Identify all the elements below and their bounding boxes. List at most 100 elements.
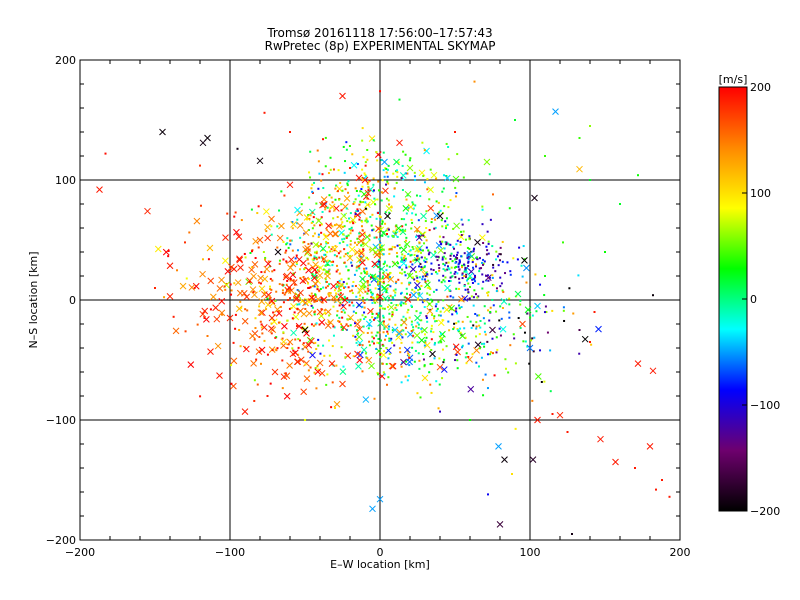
- data-point-dot: [487, 291, 490, 294]
- data-point-dot: [230, 289, 233, 292]
- data-point-dot: [590, 343, 593, 346]
- y-tick-label: 100: [55, 174, 76, 187]
- data-point-dot: [419, 263, 422, 266]
- data-point-dot: [562, 309, 565, 312]
- data-point-dot: [104, 152, 107, 155]
- data-point-dot: [410, 330, 413, 333]
- data-point-dot: [420, 327, 423, 330]
- data-point-cross: [576, 165, 583, 173]
- data-point-dot: [352, 304, 355, 307]
- data-point-dot: [367, 181, 370, 184]
- data-point-dot: [468, 247, 471, 250]
- data-point-dot: [425, 210, 428, 213]
- data-point-dot: [380, 244, 383, 247]
- data-point-dot: [391, 313, 394, 316]
- data-point-dot: [269, 277, 272, 280]
- data-point-dot: [333, 254, 336, 257]
- data-point-dot: [339, 289, 342, 292]
- data-point-dot: [365, 175, 368, 178]
- data-point-dot: [424, 339, 427, 342]
- data-point-cross: [410, 291, 417, 299]
- data-point-dot: [435, 288, 438, 291]
- data-point-dot: [324, 165, 327, 168]
- data-point-dot: [352, 222, 355, 225]
- data-point-dot: [257, 246, 260, 249]
- data-point-dot: [340, 203, 343, 206]
- data-point-dot: [486, 249, 489, 252]
- data-point-dot: [445, 217, 448, 220]
- data-point-dot: [386, 180, 389, 183]
- data-point-dot: [230, 364, 233, 367]
- data-point-dot: [351, 229, 354, 232]
- data-point-dot: [362, 156, 365, 159]
- data-point-dot: [390, 206, 393, 209]
- data-point-dot: [291, 221, 294, 224]
- data-point-dot: [308, 196, 311, 199]
- data-point-dot: [400, 218, 403, 221]
- data-point-dot: [419, 312, 422, 315]
- data-point-dot: [405, 198, 408, 201]
- data-point-dot: [283, 293, 286, 296]
- data-point-dot: [409, 157, 412, 160]
- data-point-dot: [392, 298, 395, 301]
- data-point-dot: [668, 495, 671, 498]
- data-point-dot: [481, 208, 484, 211]
- data-point-dot: [267, 260, 270, 263]
- data-point-dot: [512, 257, 515, 260]
- data-point-dot: [327, 321, 330, 324]
- data-point-dot: [469, 285, 472, 288]
- data-point-cross: [375, 225, 382, 233]
- data-point-dot: [400, 256, 403, 259]
- data-point-dot: [331, 201, 334, 204]
- data-point-dot: [415, 310, 418, 313]
- data-point-dot: [315, 347, 318, 350]
- data-point-dot: [362, 238, 365, 241]
- data-point-dot: [221, 313, 224, 316]
- data-point-dot: [499, 246, 502, 249]
- data-point-dot: [463, 263, 466, 266]
- data-point-dot: [298, 339, 301, 342]
- data-point-cross: [308, 294, 316, 302]
- data-point-dot: [439, 209, 442, 212]
- data-point-cross: [315, 217, 323, 225]
- data-point-cross: [377, 319, 384, 327]
- data-point-dot: [442, 236, 445, 239]
- data-point-dot: [464, 288, 467, 291]
- data-point-dot: [430, 327, 433, 330]
- data-point-dot: [472, 324, 475, 327]
- data-point-dot: [394, 231, 397, 234]
- data-point-cross: [523, 264, 530, 272]
- data-point-dot: [383, 326, 386, 329]
- data-point-dot: [385, 383, 388, 386]
- x-axis-label: E–W location [km]: [330, 558, 430, 571]
- data-point-cross: [317, 312, 325, 320]
- data-point-dot: [413, 175, 416, 178]
- data-point-dot: [239, 300, 242, 303]
- data-point-cross: [443, 306, 451, 314]
- data-point-dot: [354, 213, 357, 216]
- data-point-dot: [270, 233, 273, 236]
- data-point-dot: [447, 261, 450, 264]
- data-point-dot: [441, 190, 444, 193]
- data-point-dot: [386, 264, 389, 267]
- data-point-dot: [378, 215, 381, 218]
- data-point-dot: [430, 298, 433, 301]
- data-point-dot: [368, 344, 371, 347]
- data-point-dot: [300, 203, 303, 206]
- data-point-cross: [199, 310, 207, 318]
- data-point-dot: [508, 316, 511, 319]
- data-point-dot: [328, 210, 331, 213]
- data-point-dot: [381, 362, 384, 365]
- data-point-dot: [463, 284, 466, 287]
- data-point-cross: [360, 346, 368, 354]
- data-point-dot: [468, 235, 471, 238]
- data-point-dot: [334, 244, 337, 247]
- data-point-cross: [466, 356, 473, 363]
- data-point-cross: [362, 396, 370, 403]
- data-point-dot: [438, 267, 441, 270]
- data-point-cross: [466, 272, 474, 280]
- data-point-dot: [483, 342, 486, 345]
- data-point-dot: [338, 316, 341, 319]
- data-point-cross: [552, 108, 559, 115]
- data-point-dot: [296, 222, 299, 225]
